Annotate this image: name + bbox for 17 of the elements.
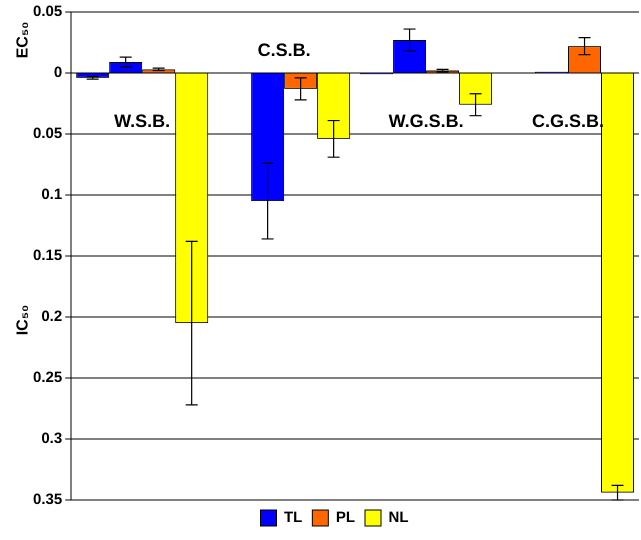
- y-tick-label: 0.05: [32, 3, 62, 20]
- y-tick-label: 0.05: [32, 125, 62, 142]
- legend-label: NL: [388, 509, 408, 526]
- legend-label: PL: [336, 509, 356, 526]
- legend-label: TL: [284, 509, 302, 526]
- y-tick-label: 0: [54, 64, 62, 82]
- y-tick-label: 0.2: [41, 308, 62, 326]
- text: IC₅₀: [14, 304, 32, 336]
- y-tick-label: 0.3: [41, 430, 62, 448]
- y-axis-title: EC₅₀: [14, 22, 32, 58]
- x-tick-label: W.G.S.B.: [388, 110, 464, 131]
- x-tick-label: C.S.B.: [258, 40, 311, 60]
- y-tick-label: 0.35: [32, 491, 62, 508]
- y-tick-label: 0.1: [41, 186, 62, 204]
- y-tick-label: 0.15: [32, 247, 62, 264]
- y-tick-label: 0.25: [32, 369, 62, 386]
- x-tick-label: W.S.B.: [114, 110, 170, 131]
